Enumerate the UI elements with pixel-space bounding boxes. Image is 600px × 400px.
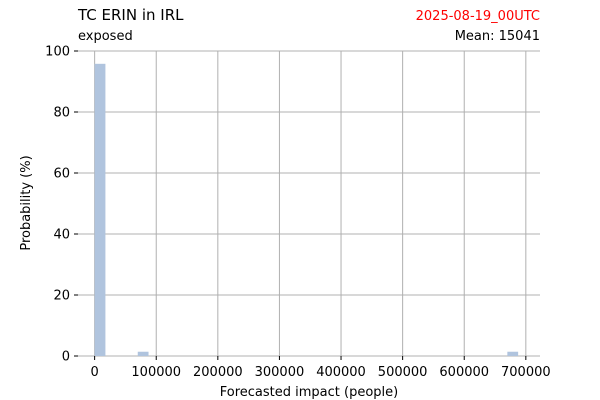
x-axis-label: Forecasted impact (people)	[220, 385, 398, 400]
y-tick-label: 40	[53, 228, 70, 243]
x-tick-label: 200000	[193, 365, 243, 380]
y-tick-label: 20	[53, 289, 70, 304]
x-tick-label: 400000	[316, 365, 366, 380]
x-tick-label: 0	[90, 365, 98, 380]
forecast-date: 2025-08-19_00UTC	[416, 9, 540, 24]
y-tick-label: 60	[53, 167, 70, 182]
x-tick-label: 300000	[255, 365, 305, 380]
y-tick-label: 0	[62, 350, 70, 365]
y-axis: 0 20 40 60 80 100	[45, 45, 78, 365]
y-tick-label: 80	[53, 106, 70, 121]
chart-subtitle: exposed	[78, 29, 133, 44]
y-axis-label: Probability (%)	[19, 155, 34, 250]
x-tick-label: 500000	[378, 365, 428, 380]
mean-value: Mean: 15041	[455, 29, 540, 44]
chart-title: TC ERIN in IRL	[77, 6, 184, 24]
histogram-bar	[137, 351, 149, 356]
grid	[78, 50, 540, 357]
y-tick-label: 100	[45, 45, 70, 60]
x-tick-label: 100000	[131, 365, 181, 380]
x-tick-label: 600000	[439, 365, 489, 380]
histogram-bar	[507, 351, 519, 356]
bars	[94, 63, 519, 357]
x-tick-label: 700000	[501, 365, 551, 380]
histogram-bar	[94, 63, 106, 357]
x-axis: 0 100000 200000 300000 400000 500000 600000 700…	[90, 356, 551, 380]
